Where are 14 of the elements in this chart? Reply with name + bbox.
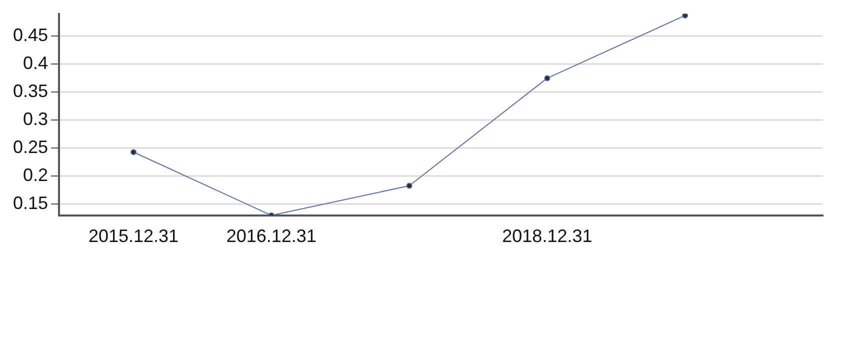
- x-tick-label: 2018.12.31: [502, 226, 592, 246]
- y-tick-label: 0.45: [12, 25, 48, 46]
- y-tick-label: 0.3: [23, 109, 48, 130]
- x-tick-label: 2016.12.31: [226, 226, 316, 246]
- point: [406, 182, 412, 189]
- y-tick-label: 0.2: [23, 165, 48, 186]
- y-tick-label: 0.15: [12, 193, 48, 214]
- y-tick-label: 0.25: [12, 137, 48, 158]
- y-tick-label: 0.35: [12, 81, 48, 102]
- point: [682, 14, 688, 18]
- point: [544, 75, 550, 82]
- y-tick-label: 0.4: [23, 53, 48, 74]
- x-tick-label: 2015.12.31: [88, 226, 179, 246]
- point: [130, 149, 136, 156]
